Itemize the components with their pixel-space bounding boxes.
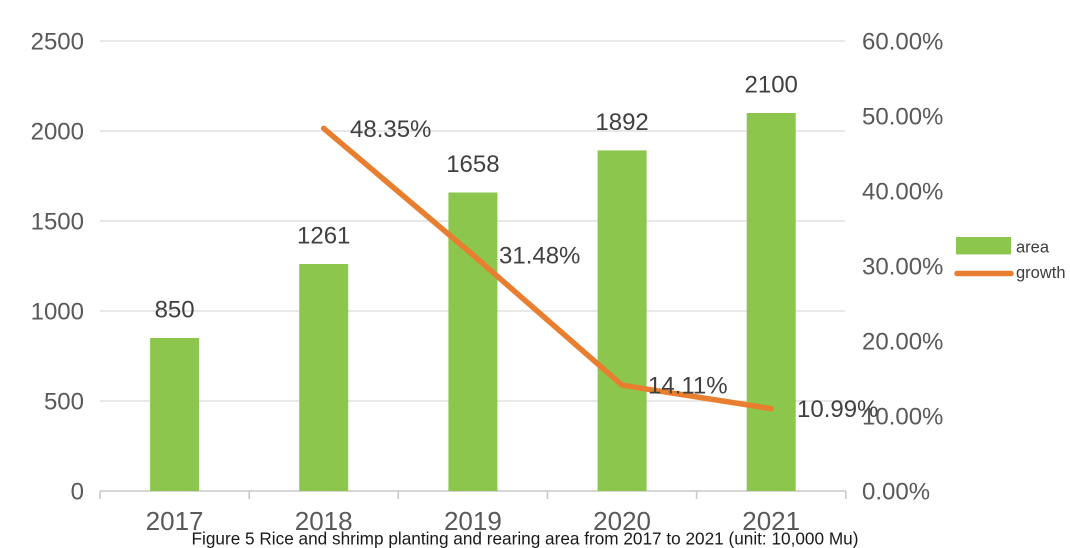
- svg-text:40.00%: 40.00%: [862, 179, 943, 206]
- svg-text:500: 500: [44, 389, 84, 416]
- svg-text:area: area: [1016, 239, 1050, 257]
- svg-text:2017: 2017: [146, 506, 204, 536]
- svg-text:14.11%: 14.11%: [648, 373, 728, 400]
- svg-text:60.00%: 60.00%: [862, 29, 943, 56]
- svg-text:1892: 1892: [595, 109, 648, 136]
- svg-text:0.00%: 0.00%: [862, 479, 930, 506]
- svg-text:20.00%: 20.00%: [862, 329, 943, 356]
- svg-text:850: 850: [155, 297, 195, 324]
- svg-text:48.35%: 48.35%: [350, 116, 431, 143]
- svg-text:10.00%: 10.00%: [862, 404, 943, 431]
- svg-text:2018: 2018: [295, 506, 353, 536]
- svg-text:2019: 2019: [444, 506, 502, 536]
- svg-text:1658: 1658: [446, 151, 499, 178]
- svg-text:growth: growth: [1016, 264, 1066, 282]
- svg-text:30.00%: 30.00%: [862, 254, 943, 281]
- svg-text:2000: 2000: [31, 119, 84, 146]
- svg-text:10.99%: 10.99%: [797, 396, 878, 423]
- svg-text:50.00%: 50.00%: [862, 104, 943, 131]
- svg-text:0: 0: [71, 479, 84, 506]
- svg-text:2020: 2020: [593, 506, 651, 536]
- svg-text:2021: 2021: [742, 506, 800, 536]
- svg-text:2100: 2100: [745, 72, 798, 99]
- svg-text:1000: 1000: [31, 299, 84, 326]
- svg-text:1261: 1261: [297, 223, 350, 250]
- svg-text:Figure 5 Rice and shrimp plant: Figure 5 Rice and shrimp planting and re…: [192, 529, 859, 548]
- svg-text:2500: 2500: [31, 29, 84, 56]
- svg-text:31.48%: 31.48%: [499, 243, 580, 270]
- svg-text:1500: 1500: [31, 209, 84, 236]
